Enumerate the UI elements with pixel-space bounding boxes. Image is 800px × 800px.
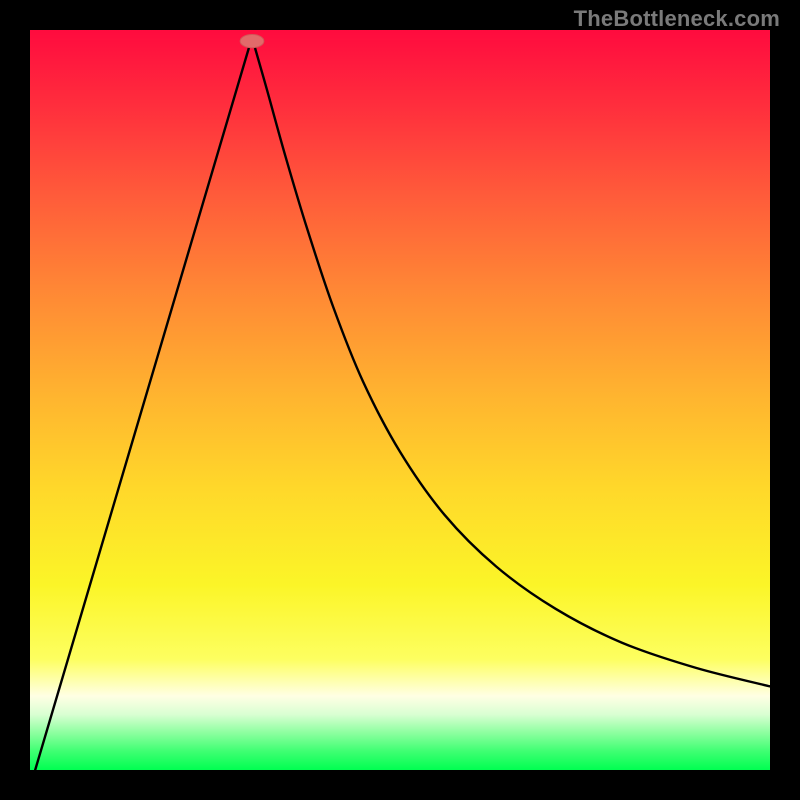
plot-area (30, 30, 770, 770)
gradient-background (30, 30, 770, 770)
watermark-text: TheBottleneck.com (574, 6, 780, 32)
chart-frame: TheBottleneck.com (0, 0, 800, 800)
plot-svg (30, 30, 770, 770)
vertex-marker (240, 34, 264, 47)
